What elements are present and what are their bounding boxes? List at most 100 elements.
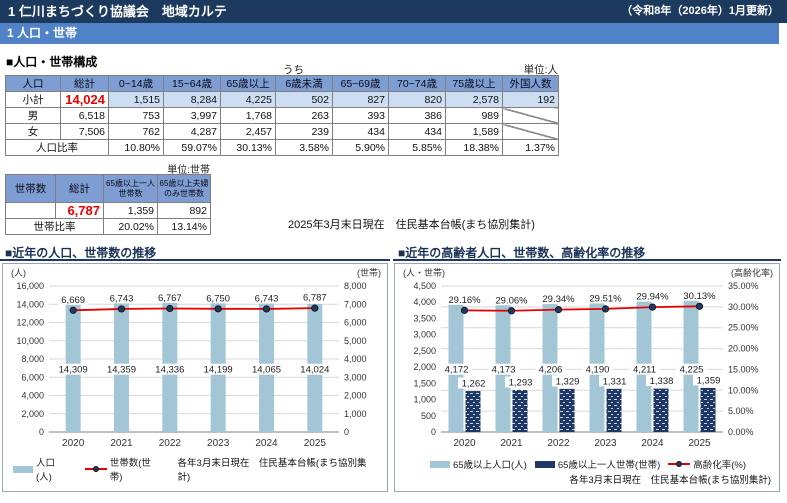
bar-value-label: 14,199 <box>204 365 233 376</box>
table-row: 男 6,518 753 3,997 1,768 263 393 386 989 <box>5 107 559 124</box>
right-axis-unit: (世帯) <box>357 267 381 278</box>
cell-value: 192 <box>502 91 559 108</box>
population-chart-panel: (人) (世帯) 0 2,000 4,000 6,000 8,000 10,000 12,000… <box>2 263 388 492</box>
left-tick-label: 0 <box>39 427 44 437</box>
section-header-bar: 1 人口・世帯 <box>0 23 779 44</box>
legend-line-swatch <box>84 465 107 473</box>
line-marker-2023 <box>601 305 610 313</box>
left-tick-label: 6,000 <box>21 372 44 382</box>
bar-value-label: 14,024 <box>300 365 329 376</box>
left-tick-label: 4,000 <box>21 391 44 401</box>
label-bg <box>646 375 677 387</box>
left-tick-label: 14,000 <box>16 299 44 309</box>
uchi-label: うち <box>283 64 304 76</box>
ratio-value: 20.02% <box>103 218 158 235</box>
label-bg <box>202 292 234 304</box>
not-applicable-cell <box>502 123 559 140</box>
cell-value: 263 <box>275 107 333 124</box>
label-bg <box>681 289 718 301</box>
right-tick-label: 8,000 <box>344 281 367 291</box>
column-header: 総計 <box>60 75 109 92</box>
label-bg <box>248 363 285 375</box>
household-table-header-row: 世帯数 総計 65歳以上一人世帯数 65歳以上夫婦のみ世帯数 <box>5 174 211 203</box>
right-tick-label: 4,000 <box>344 354 367 364</box>
bar-value-label: 1,262 <box>462 379 486 390</box>
cell-value: 827 <box>332 91 389 108</box>
line-series <box>464 305 700 312</box>
x-axis-label: 2025 <box>688 438 711 449</box>
cell-value: 4,225 <box>220 91 276 108</box>
line-value-label: 6,750 <box>206 293 230 304</box>
legend-item: 65歳以上人口(人) <box>429 457 527 471</box>
label-bg <box>535 363 566 375</box>
chart-source-note: 各年3月末日現在 住民基本台帳(まち協別集計) <box>569 475 771 486</box>
left-tick-label: 10,000 <box>16 336 44 346</box>
bar-value-label: 1,293 <box>509 378 533 389</box>
line-value-label: 6,787 <box>303 293 327 304</box>
legend-marker <box>676 461 683 467</box>
column-header: 15~64歳 <box>163 75 221 92</box>
column-header: 総計 <box>55 174 104 203</box>
label-bg <box>634 290 671 302</box>
ratio-row-label: 人口比率 <box>5 139 109 156</box>
left-tick-label: 2,500 <box>413 346 436 356</box>
line-marker-2023 <box>214 305 222 313</box>
ratio-value: 18.38% <box>445 139 503 156</box>
not-applicable-cell <box>502 107 559 124</box>
ratio-value: 3.58% <box>275 139 333 156</box>
right-tick-label: 25.00% <box>728 323 759 333</box>
label-bg <box>199 363 237 375</box>
right-tick-label: 20.00% <box>728 344 759 354</box>
line-marker-2020 <box>69 306 77 314</box>
bar-value-label: 4,206 <box>539 365 563 376</box>
cell-value: 239 <box>275 123 333 140</box>
label-bg <box>540 293 577 305</box>
column-header: 外国人数 <box>502 75 559 92</box>
column-header: 65歳以上一人世帯数 <box>103 174 158 203</box>
cell-value: 753 <box>108 107 164 124</box>
label-bg <box>441 363 472 375</box>
bar-1-2023 <box>606 388 622 432</box>
line-marker-2020 <box>460 306 469 314</box>
label-bg <box>599 375 630 387</box>
left-tick-label: 3,000 <box>413 330 436 340</box>
left-tick-label: 12,000 <box>16 318 44 328</box>
cell-value: 1,768 <box>220 107 276 124</box>
right-tick-label: 30.00% <box>728 302 759 312</box>
bar-value-label: 1,359 <box>697 375 721 386</box>
update-note: （令和8年（2026年）1月更新） <box>621 5 779 17</box>
line-marker-2025 <box>311 304 319 312</box>
legend-item: 人口(人) <box>13 455 71 483</box>
x-axis-label: 2024 <box>255 438 278 449</box>
left-tick-label: 16,000 <box>16 281 44 291</box>
bar-value-label: 1,338 <box>650 376 674 387</box>
label-bg <box>54 363 92 375</box>
line-value-label: 6,767 <box>158 293 182 304</box>
cell-value: 386 <box>388 107 446 124</box>
table-row: 小計 14,024 1,515 8,284 4,225 502 827 820 2,578 192 <box>5 91 559 108</box>
column-header: 75歳以上 <box>445 75 503 92</box>
label-bg <box>493 294 530 306</box>
line-series <box>73 307 315 312</box>
label-bg <box>57 293 89 305</box>
unit-persons-label: 単位:人 <box>523 64 558 76</box>
cell-value: 502 <box>275 91 333 108</box>
elderly-chart-panel: (人・世帯) (高齢化率) 0 500 1,000 1,500 2,000 2,500 3,00… <box>394 263 780 492</box>
right-tick-label: 3,000 <box>344 372 367 382</box>
cell-value: 6,518 <box>60 107 109 124</box>
right-tick-label: 15.00% <box>728 364 759 374</box>
bar-value-label: 1,331 <box>603 376 627 387</box>
population-section-title: ■人口・世帯構成 <box>6 55 98 69</box>
line-marker-2025 <box>695 302 704 310</box>
elderly-chart: (人・世帯) (高齢化率) 0 500 1,000 1,500 2,000 2,500 3,00… <box>403 267 773 449</box>
bar-1-2021 <box>512 390 528 432</box>
population-chart-title: ■近年の人口、世帯数の推移 <box>0 244 390 261</box>
left-tick-label: 1,000 <box>413 395 436 405</box>
left-tick-label: 4,500 <box>413 281 436 291</box>
bar-value-label: 1,329 <box>556 376 580 387</box>
bar-value-label: 14,336 <box>155 365 184 376</box>
ratio-value: 59.07% <box>163 139 221 156</box>
line-value-label: 6,743 <box>255 293 279 304</box>
household-total-row: 6,787 1,359 892 <box>5 202 211 219</box>
label-bg <box>106 292 137 304</box>
